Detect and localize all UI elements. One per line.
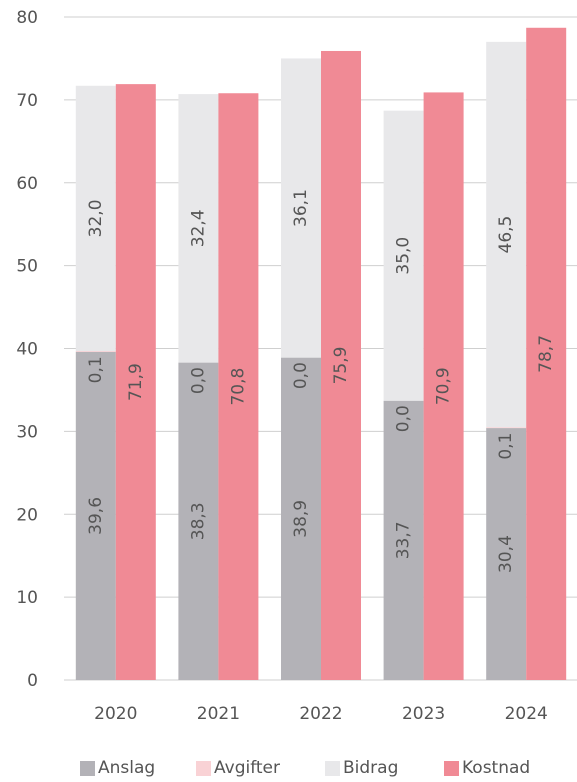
data-label-kostnad: 70,9 [434,367,454,405]
bars [75,27,567,681]
legend-item-anslag: Anslag [80,758,155,778]
bar-segment-anslag [178,362,219,680]
bar-segment-anslag [281,357,321,680]
data-label-avgifter: 0,0 [188,367,208,394]
bar-segment-avgifter [486,427,527,429]
bar-segment-anslag [486,428,527,680]
data-label-anslag: 39,6 [86,497,106,535]
data-label-kostnad: 71,9 [126,363,146,401]
data-label-anslag: 33,7 [394,521,414,559]
y-tick-label: 50 [16,257,38,277]
x-tick-label: 2023 [402,704,445,724]
bar-segment-bidrag [281,58,321,358]
x-tick-label: 2022 [299,704,342,724]
stacked-bar-chart: 39,6 0,1 32,0 71,9 38,3 0,0 32,4 70,8 38,9 0,0 36,… [16,8,577,724]
x-tick-label: 2020 [94,704,137,724]
legend-swatch-kostnad [444,760,459,776]
legend-item-kostnad: Kostnad [444,758,530,778]
data-label-bidrag: 32,0 [86,199,106,237]
legend-label-avgifter: Avgifter [214,758,281,778]
bar-kostnad [423,92,464,680]
legend-label-kostnad: Kostnad [462,758,531,778]
data-label-bidrag: 35,0 [394,237,414,275]
bar-segment-bidrag [383,110,424,401]
legend-swatch-avgifter [196,760,211,776]
bar-segment-bidrag [486,41,527,428]
data-label-anslag: 30,4 [496,535,516,573]
x-tick-label: 2024 [505,704,548,724]
data-label-avgifter: 0,1 [496,433,516,460]
bar-kostnad [115,84,156,680]
data-label-kostnad: 78,7 [536,335,556,373]
data-label-kostnad: 70,8 [228,368,248,406]
data-label-bidrag: 32,4 [188,209,208,247]
y-tick-label: 80 [16,8,38,28]
data-label-kostnad: 75,9 [331,347,351,385]
data-label-avgifter: 0,0 [394,405,414,432]
data-label-avgifter: 0,1 [86,356,106,383]
data-label-bidrag: 36,1 [291,189,311,227]
bar-kostnad [321,50,361,680]
x-tick-label: 2021 [197,704,240,724]
data-label-avgifter: 0,0 [291,362,311,389]
legend-item-bidrag: Bidrag [325,758,398,778]
data-label-bidrag: 46,5 [496,216,516,254]
bar-kostnad [218,93,259,681]
data-label-anslag: 38,3 [188,502,208,540]
y-tick-label: 60 [16,174,38,194]
data-labels: 39,6 0,1 32,0 71,9 38,3 0,0 32,4 70,8 38,9 0,0 36,… [86,189,556,573]
axis-ticks: 0 10 20 30 40 50 60 70 80 2020 2021 2022 2023 2024 [16,8,547,724]
y-tick-label: 10 [16,588,38,608]
legend-label-bidrag: Bidrag [343,758,399,778]
y-tick-label: 20 [16,505,38,525]
bar-segment-avgifter [75,350,116,352]
bar-segment-anslag [383,400,424,680]
legend-label-anslag: Anslag [98,758,156,778]
legend-swatch-bidrag [325,760,340,776]
bar-kostnad [526,27,567,681]
legend-item-avgifter: Avgifter [196,758,280,778]
y-tick-label: 30 [16,422,38,442]
y-tick-label: 40 [16,340,38,360]
legend-swatch-anslag [80,760,95,776]
bar-segment-bidrag [75,85,116,351]
bar-segment-bidrag [178,94,219,363]
y-tick-label: 70 [16,91,38,111]
y-tick-label: 0 [27,671,38,691]
bar-segment-anslag [75,351,116,680]
legend: Anslag Avgifter Bidrag Kostnad [0,758,577,782]
data-label-anslag: 38,9 [291,500,311,538]
